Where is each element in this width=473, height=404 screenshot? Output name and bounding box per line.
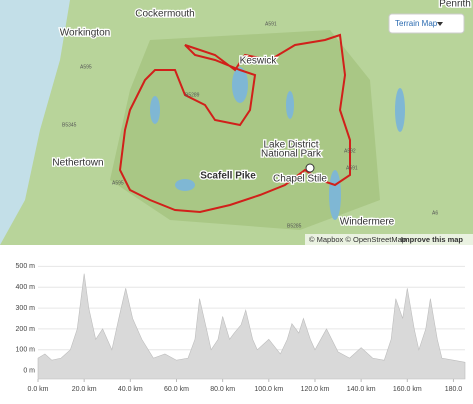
x-tick-label: 160.0 km <box>393 386 422 393</box>
road-label: B5289 <box>185 92 200 98</box>
road-label: A595 <box>112 180 124 186</box>
dropdown-arrow <box>437 22 443 26</box>
place-label: Penrith <box>439 0 471 10</box>
place-label: Chapel Stile <box>273 174 327 185</box>
road-label: A595 <box>80 64 92 70</box>
x-tick-label: 60.0 km <box>164 386 189 393</box>
map: Cockermouth Workington Penrith Keswick N… <box>0 0 473 245</box>
x-tick-label: 180.0 <box>445 386 463 393</box>
x-tick-label: 20.0 km <box>72 386 97 393</box>
start-marker <box>305 163 315 173</box>
x-tick-label: 0.0 km <box>27 386 48 393</box>
y-tick-label: 100 m <box>16 347 36 354</box>
place-label: Windermere <box>340 217 395 228</box>
lake <box>150 96 160 124</box>
x-tick-label: 40.0 km <box>118 386 143 393</box>
x-tick-label: 140.0 km <box>347 386 376 393</box>
y-tick-label: 200 m <box>16 326 36 333</box>
y-tick-label: 400 m <box>16 284 36 291</box>
place-label: National Park <box>261 149 322 160</box>
place-label: Lake District <box>263 140 318 151</box>
y-tick-label: 0 m <box>23 367 35 374</box>
elevation-area <box>37 273 466 380</box>
fells <box>110 30 380 230</box>
place-label: Scafell Pike <box>200 171 256 182</box>
x-tick-label: 120.0 km <box>301 386 330 393</box>
layer-button-label[interactable]: Terrain Map <box>395 19 438 28</box>
improve-link[interactable]: Improve this map <box>401 235 464 244</box>
x-tick-label: 80.0 km <box>210 386 235 393</box>
place-label: Cockermouth <box>135 9 194 20</box>
place-label: Nethertown <box>52 158 103 169</box>
y-tick-label: 500 m <box>16 263 36 270</box>
road-label: A592 <box>344 148 356 154</box>
sea <box>0 0 70 245</box>
lake <box>232 67 248 103</box>
road-label: B5345 <box>62 122 77 128</box>
attribution: © Mapbox © OpenStreetMap <box>309 235 406 244</box>
layer-button[interactable] <box>388 13 465 34</box>
place-label: Keswick <box>240 56 278 67</box>
road-label: A591 <box>346 165 358 171</box>
lake <box>286 91 294 119</box>
lake <box>395 88 405 132</box>
road-label: A6 <box>432 210 438 216</box>
place-label: Workington <box>60 28 110 39</box>
road-label: A591 <box>265 21 277 27</box>
x-tick-label: 100.0 km <box>254 386 283 393</box>
lake <box>175 179 195 191</box>
attribution-box <box>305 234 473 245</box>
road-label: B5285 <box>287 223 302 229</box>
lake <box>329 170 341 220</box>
y-tick-label: 300 m <box>16 305 36 312</box>
route <box>118 33 351 214</box>
